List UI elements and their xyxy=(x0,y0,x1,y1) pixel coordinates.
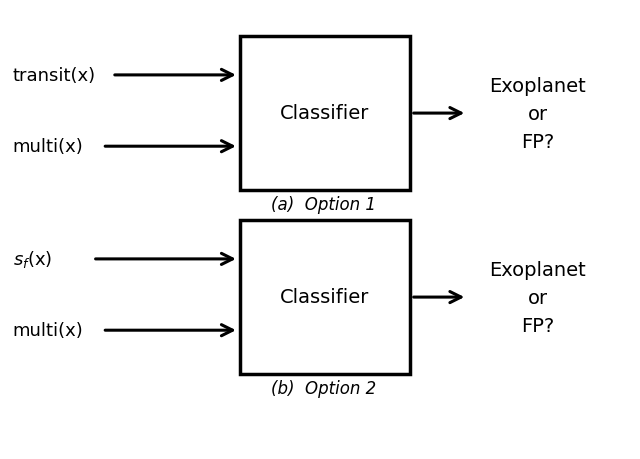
Text: $s_f$(x): $s_f$(x) xyxy=(13,249,52,270)
Text: Exoplanet
or
FP?: Exoplanet or FP? xyxy=(489,76,586,151)
Bar xyxy=(240,220,410,374)
Text: transit(x): transit(x) xyxy=(13,67,96,85)
Text: multi(x): multi(x) xyxy=(13,321,84,340)
Text: (a)  Option 1: (a) Option 1 xyxy=(271,195,376,213)
Text: (b)  Option 2: (b) Option 2 xyxy=(271,379,376,397)
Text: Classifier: Classifier xyxy=(280,288,369,307)
Text: Classifier: Classifier xyxy=(280,104,369,123)
Text: Exoplanet
or
FP?: Exoplanet or FP? xyxy=(489,260,586,335)
Text: multi(x): multi(x) xyxy=(13,138,84,156)
Bar xyxy=(240,37,410,190)
